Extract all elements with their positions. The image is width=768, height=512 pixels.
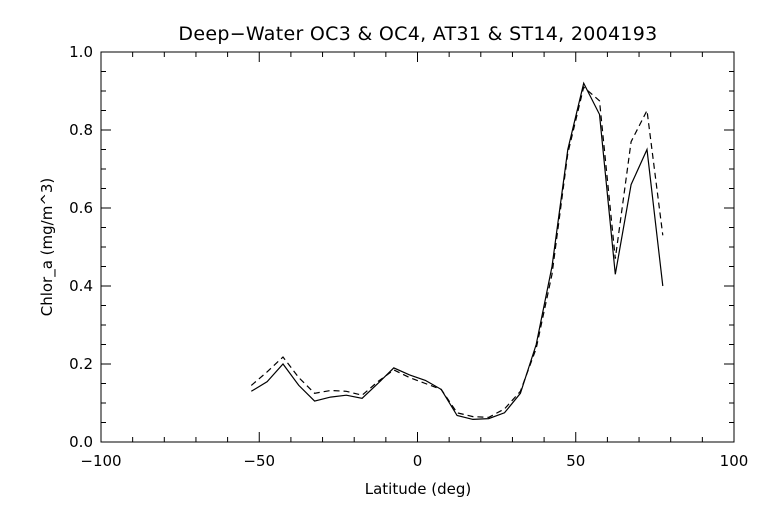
x-tick-label: 50 [566,452,585,470]
x-tick-label: −100 [80,452,121,470]
plot-frame [100,51,735,443]
y-tick-label: 1.0 [69,43,93,61]
y-tick-label: 0.2 [69,355,93,373]
dashed-series-line [250,85,664,419]
y-tick-label: 0.8 [69,121,93,139]
solid-series-line [250,81,664,421]
x-tick-label: 100 [720,452,749,470]
axis-ticks [100,51,735,443]
series-group [250,81,664,421]
y-tick-label: 0.4 [69,277,93,295]
x-axis-title: Latitude (deg) [365,480,471,498]
y-tick-label: 0.0 [69,433,93,451]
axis-tick-labels: −100 −50 0 50 100 0.0 0.2 0.4 0.6 0.8 1.0 [69,43,748,470]
x-tick-label: −50 [243,452,275,470]
chart-title: Deep−Water OC3 & OC4, AT31 & ST14, 20041… [178,23,657,45]
x-tick-label: 0 [413,452,423,470]
y-tick-label: 0.6 [69,199,93,217]
y-axis-title: Chlor_a (mg/m^3) [38,178,57,317]
